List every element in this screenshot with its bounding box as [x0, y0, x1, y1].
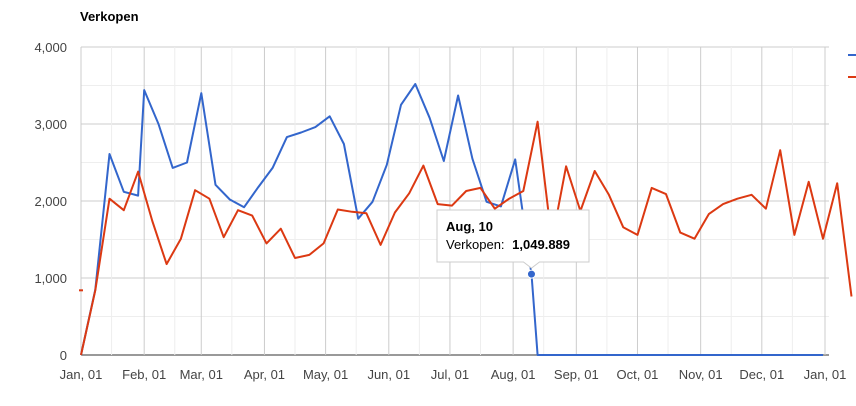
grid: [80, 46, 829, 356]
tooltip: Aug, 10 Verkopen: 1,049.889: [436, 209, 590, 279]
x-tick-label: Jan, 01: [60, 367, 103, 382]
x-tick-label: May, 01: [303, 367, 348, 382]
y-tick-label: 0: [60, 348, 67, 363]
tooltip-value: 1,049.889: [512, 237, 570, 252]
x-tick-label: Jun, 01: [367, 367, 410, 382]
x-tick-label: Jan, 01: [804, 367, 847, 382]
x-tick-label: Oct, 01: [617, 367, 659, 382]
x-tick-label: Sep, 01: [554, 367, 599, 382]
x-tick-label: Apr, 01: [244, 367, 285, 382]
x-tick-label: Nov, 01: [679, 367, 723, 382]
x-tick-label: Mar, 01: [180, 367, 223, 382]
tooltip-box: [436, 209, 590, 269]
y-tick-label: 1,000: [34, 271, 67, 286]
x-tick-label: Dec, 01: [739, 367, 784, 382]
tooltip-body: Verkopen: 1,049.889: [446, 237, 570, 252]
legend[interactable]: [848, 54, 856, 78]
chart-title: Verkopen: [80, 9, 139, 24]
tooltip-point[interactable]: [526, 269, 536, 279]
axes: 0 1,000 2,000 3,000 4,000 Jan, 01 Feb, 01 Mar, …: [34, 40, 846, 382]
x-tick-label: Jul, 01: [431, 367, 469, 382]
tooltip-label: Verkopen:: [446, 237, 505, 252]
x-tick-label: Feb, 01: [122, 367, 166, 382]
y-tick-label: 2,000: [34, 194, 67, 209]
y-tick-label: 3,000: [34, 117, 67, 132]
y-tick-label: 4,000: [34, 40, 67, 55]
tooltip-title: Aug, 10: [446, 219, 493, 234]
x-tick-label: Aug, 01: [491, 367, 536, 382]
series-line-2[interactable]: [80, 120, 853, 356]
